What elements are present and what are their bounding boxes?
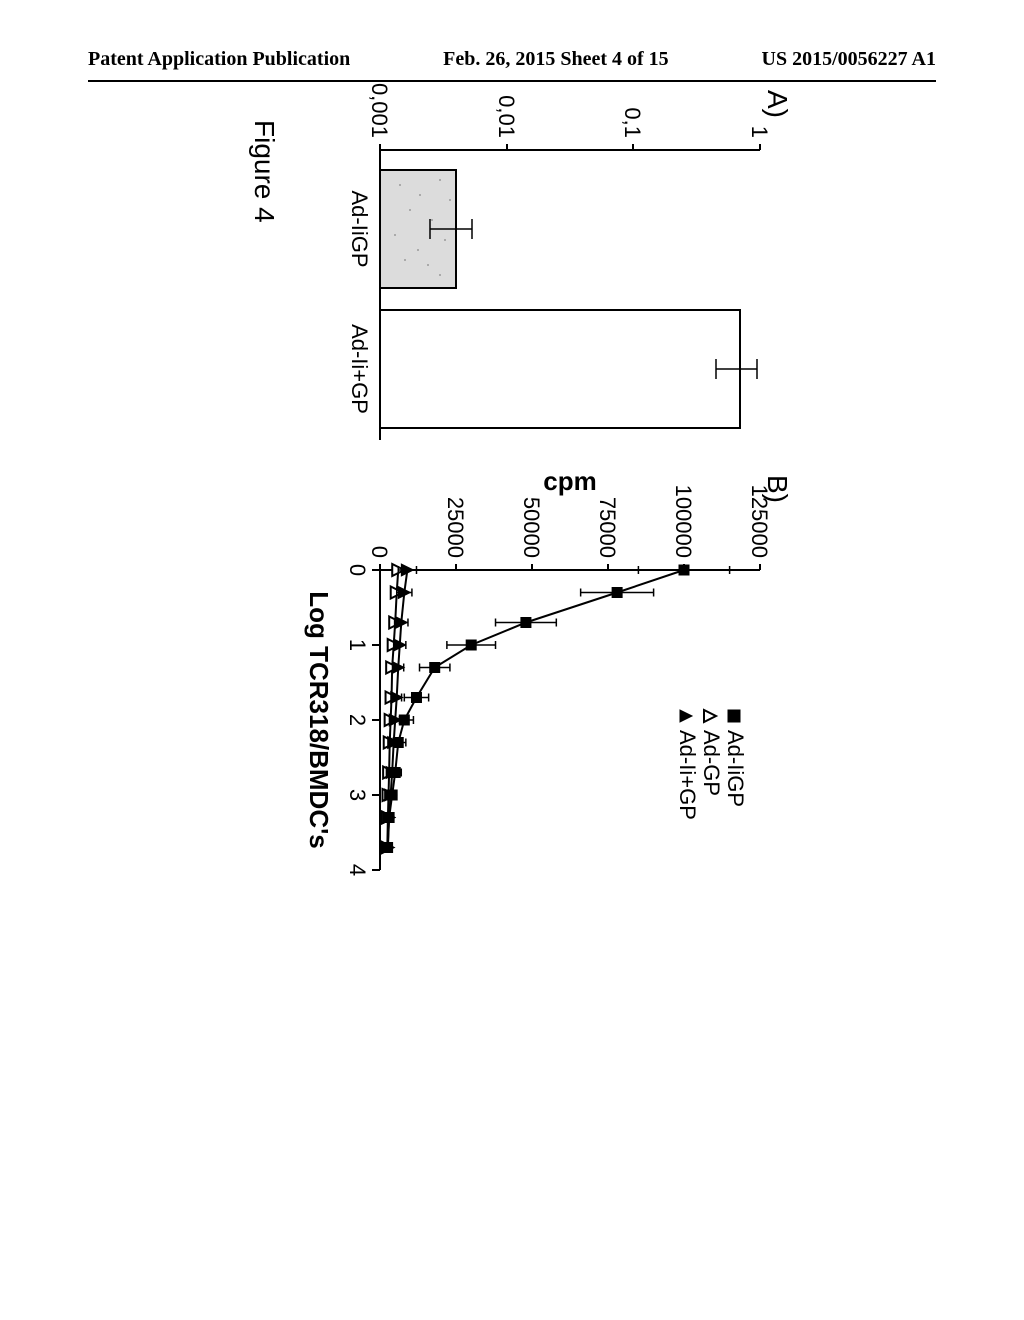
panel-b-xlabel: Log TCR318/BMDC's	[304, 591, 334, 849]
panel-a-yticks: 0,001 0,01 0,1 1	[367, 83, 772, 150]
marker-square-icon	[390, 768, 400, 778]
marker-square-icon	[399, 715, 409, 725]
panel-b-yticks: 0 25000 50000 75000 100000 125000	[367, 485, 772, 570]
marker-square-icon	[384, 813, 394, 823]
ytick-label: 1	[747, 126, 772, 138]
panel-b-legend: Ad-IiGP Ad-GP Ad-Ii+GP	[675, 710, 748, 820]
bar-ad-ii-plus-gp	[380, 310, 740, 428]
panel-b-xticks: 0 1 2 3 4	[345, 564, 380, 876]
xtick-label: 3	[345, 789, 370, 801]
ytick-label: 0,01	[494, 95, 519, 138]
xtick-label: 4	[345, 864, 370, 876]
panel-b-ylabel: cpm	[543, 466, 596, 496]
xtick-label: 0	[345, 564, 370, 576]
legend-marker-triangle-open-icon	[704, 710, 716, 722]
ytick-label: 0	[367, 546, 392, 558]
legend-marker-triangle-solid-icon	[680, 710, 692, 722]
marker-square-icon	[387, 790, 397, 800]
panel-b: B) 0 25000 50000 75000 100000 125000 cpm…	[304, 466, 793, 876]
marker-square-icon	[411, 693, 421, 703]
header-left: Patent Application Publication	[88, 48, 350, 71]
legend-label: Ad-Ii+GP	[675, 730, 700, 820]
page-header: Patent Application Publication Feb. 26, …	[0, 48, 1024, 71]
header-right: US 2015/0056227 A1	[762, 48, 936, 71]
marker-square-icon	[393, 738, 403, 748]
marker-square-icon	[383, 843, 393, 853]
legend-marker-square-icon	[728, 710, 740, 722]
marker-square-icon	[466, 640, 476, 650]
ytick-label: 0,001	[367, 83, 392, 138]
ytick-label: 0,1	[620, 107, 645, 138]
xtick-label: 1	[345, 639, 370, 651]
ytick-label: 25000	[443, 497, 468, 558]
ytick-label: 50000	[519, 497, 544, 558]
panel-a-letter: A)	[762, 90, 793, 118]
marker-square-icon	[521, 618, 531, 628]
figure-caption: Figure 4	[249, 120, 280, 223]
xtick-label: 2	[345, 714, 370, 726]
legend-label: Ad-GP	[699, 730, 724, 796]
ytick-label: 75000	[595, 497, 620, 558]
ytick-label: 125000	[747, 485, 772, 558]
xcat-label: Ad-Ii+GP	[347, 324, 372, 414]
marker-square-icon	[430, 663, 440, 673]
figure-svg: A) 0,001 0,01 0,1 1	[240, 70, 800, 890]
figure-4: A) 0,001 0,01 0,1 1	[240, 70, 800, 890]
ytick-label: 100000	[671, 485, 696, 558]
series-line	[388, 570, 684, 848]
marker-square-icon	[612, 588, 622, 598]
header-center: Feb. 26, 2015 Sheet 4 of 15	[443, 48, 669, 71]
xcat-label: Ad-IiGP	[347, 190, 372, 267]
legend-label: Ad-IiGP	[723, 730, 748, 807]
panel-a: A) 0,001 0,01 0,1 1	[347, 83, 793, 440]
marker-square-icon	[679, 565, 689, 575]
